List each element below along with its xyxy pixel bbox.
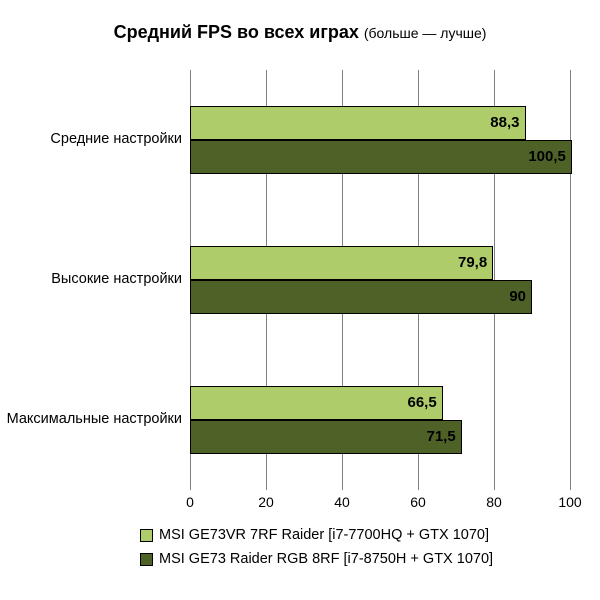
bar-value: 71,5 xyxy=(190,420,462,454)
category-label: Высокие настройки xyxy=(0,272,182,288)
grid-line xyxy=(570,70,571,490)
fps-bar-chart: Средний FPS во всех играх (больше — лучш… xyxy=(0,0,600,600)
legend: MSI GE73VR 7RF Raider [i7-7700HQ + GTX 1… xyxy=(140,522,580,570)
category-label: Средние настройки xyxy=(0,132,182,148)
legend-label: MSI GE73 Raider RGB 8RF [i7-8750H + GTX … xyxy=(159,548,493,570)
x-tick: 80 xyxy=(486,494,502,510)
legend-item: MSI GE73VR 7RF Raider [i7-7700HQ + GTX 1… xyxy=(140,524,580,546)
chart-title-sub: (больше — лучше) xyxy=(364,25,487,41)
x-tick: 40 xyxy=(334,494,350,510)
bar-value: 90 xyxy=(190,280,532,314)
bar-value: 100,5 xyxy=(190,140,572,174)
legend-swatch-icon xyxy=(140,553,153,566)
category-label: Максимальные настройки xyxy=(0,412,182,428)
legend-label: MSI GE73VR 7RF Raider [i7-7700HQ + GTX 1… xyxy=(159,524,489,546)
bar-group: 79,8 90 xyxy=(190,210,570,350)
bar-group: 66,5 71,5 xyxy=(190,350,570,490)
legend-item: MSI GE73 Raider RGB 8RF [i7-8750H + GTX … xyxy=(140,548,580,570)
chart-title: Средний FPS во всех играх (больше — лучш… xyxy=(0,22,600,43)
x-tick: 0 xyxy=(186,494,194,510)
legend-swatch-icon xyxy=(140,529,153,542)
chart-title-main: Средний FPS во всех играх xyxy=(114,22,359,42)
bar-group: 88,3 100,5 xyxy=(190,70,570,210)
x-tick: 60 xyxy=(410,494,426,510)
bar-value: 88,3 xyxy=(190,106,526,140)
bar-value: 79,8 xyxy=(190,246,493,280)
x-tick: 100 xyxy=(558,494,581,510)
bar-value: 66,5 xyxy=(190,386,443,420)
x-tick: 20 xyxy=(258,494,274,510)
